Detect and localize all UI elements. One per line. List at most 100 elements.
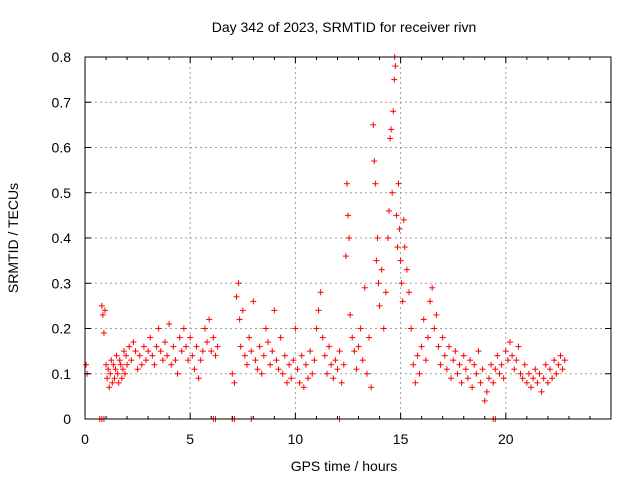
data-point bbox=[490, 379, 497, 386]
data-point bbox=[513, 357, 520, 364]
data-point bbox=[371, 158, 378, 165]
data-point bbox=[375, 280, 382, 287]
data-point bbox=[345, 212, 351, 219]
data-point bbox=[346, 235, 353, 241]
data-point bbox=[368, 384, 375, 391]
data-point bbox=[132, 348, 139, 355]
y-tick-label: 0.6 bbox=[52, 140, 72, 156]
data-point bbox=[523, 379, 530, 386]
data-point bbox=[504, 357, 511, 364]
data-point bbox=[107, 370, 114, 377]
data-point bbox=[145, 348, 152, 355]
data-point bbox=[544, 379, 551, 386]
data-point bbox=[460, 352, 467, 359]
data-point bbox=[286, 361, 293, 368]
data-point bbox=[549, 375, 556, 382]
data-point bbox=[159, 357, 166, 364]
data-point bbox=[170, 343, 177, 350]
data-point bbox=[471, 361, 478, 368]
y-tick-label: 0.8 bbox=[52, 49, 72, 65]
data-point bbox=[256, 343, 263, 350]
y-tick-label: 0.1 bbox=[52, 366, 72, 382]
data-point bbox=[380, 325, 387, 332]
data-point bbox=[347, 311, 354, 318]
data-point bbox=[248, 348, 255, 355]
data-point bbox=[406, 289, 413, 296]
data-point bbox=[492, 366, 499, 373]
data-point bbox=[108, 357, 115, 364]
data-point bbox=[517, 370, 524, 377]
data-point bbox=[538, 388, 545, 395]
data-point bbox=[387, 135, 394, 142]
data-point bbox=[83, 361, 90, 368]
data-point bbox=[149, 352, 156, 359]
data-point bbox=[187, 334, 194, 341]
data-point bbox=[174, 370, 181, 377]
data-point bbox=[201, 325, 208, 332]
data-point bbox=[392, 63, 399, 70]
data-point bbox=[313, 325, 320, 332]
data-point bbox=[397, 257, 404, 264]
data-point bbox=[229, 370, 236, 377]
data-point bbox=[401, 244, 408, 251]
data-point bbox=[275, 366, 282, 373]
data-point bbox=[269, 348, 276, 355]
data-points bbox=[83, 54, 568, 422]
data-point bbox=[540, 375, 547, 382]
data-point bbox=[103, 361, 110, 368]
data-point bbox=[546, 366, 553, 373]
x-tick-label: 10 bbox=[288, 431, 304, 447]
data-point bbox=[115, 379, 122, 386]
data-point bbox=[157, 348, 164, 355]
data-point bbox=[151, 361, 158, 368]
data-point bbox=[534, 379, 541, 386]
data-point bbox=[443, 366, 450, 373]
data-point bbox=[462, 366, 469, 373]
data-point bbox=[500, 375, 507, 382]
data-point bbox=[391, 76, 398, 83]
y-tick-label: 0.7 bbox=[52, 94, 72, 110]
data-point bbox=[437, 361, 444, 368]
data-point bbox=[290, 357, 297, 364]
data-point bbox=[384, 235, 391, 241]
data-point bbox=[469, 384, 476, 391]
x-tick-label: 0 bbox=[81, 431, 89, 447]
data-point bbox=[128, 357, 135, 364]
data-point bbox=[416, 370, 423, 377]
data-point bbox=[427, 298, 434, 305]
data-point bbox=[260, 352, 267, 359]
data-point bbox=[376, 302, 383, 309]
data-point bbox=[155, 325, 162, 332]
grid-lines bbox=[85, 56, 611, 419]
data-point bbox=[121, 370, 128, 377]
data-point bbox=[161, 339, 168, 346]
y-ticks: 0 0.1 0.2 0.3 0.4 0.5 0.6 0.7 0.8 bbox=[52, 49, 611, 427]
data-point bbox=[340, 361, 347, 368]
data-point bbox=[317, 289, 324, 296]
data-point bbox=[399, 298, 406, 305]
x-tick-label: 15 bbox=[393, 431, 409, 447]
data-point bbox=[431, 325, 438, 332]
data-point bbox=[515, 343, 522, 350]
data-point bbox=[323, 370, 330, 377]
data-point bbox=[271, 307, 278, 314]
data-point bbox=[479, 366, 486, 373]
data-point bbox=[178, 348, 185, 355]
data-point bbox=[283, 379, 290, 386]
data-point bbox=[237, 343, 244, 350]
data-point bbox=[372, 180, 379, 187]
data-point bbox=[250, 298, 257, 305]
data-point bbox=[136, 352, 143, 359]
data-point bbox=[525, 370, 532, 377]
data-point bbox=[551, 357, 558, 364]
data-point bbox=[378, 266, 385, 273]
data-point bbox=[262, 325, 269, 332]
data-point bbox=[319, 334, 326, 341]
y-tick-label: 0 bbox=[63, 411, 71, 427]
data-point bbox=[448, 375, 455, 382]
data-point bbox=[111, 375, 118, 382]
data-point bbox=[388, 126, 395, 133]
data-point bbox=[464, 375, 471, 382]
data-point bbox=[236, 316, 243, 323]
data-point bbox=[246, 334, 253, 341]
